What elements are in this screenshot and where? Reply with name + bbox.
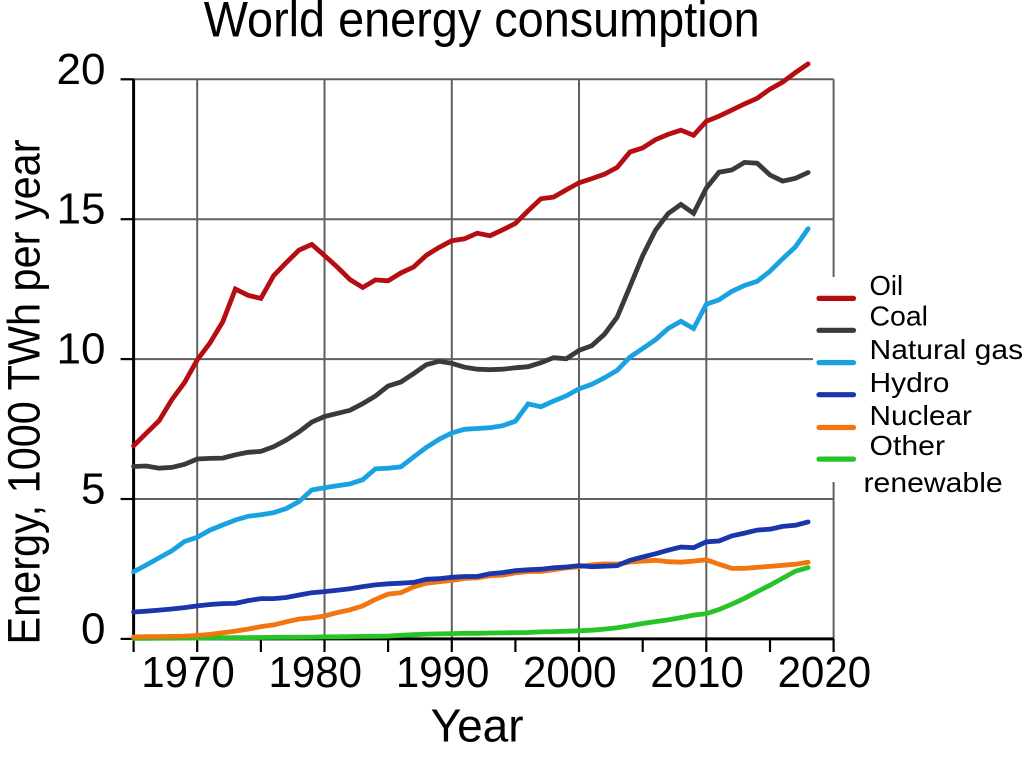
svg-text:Other: Other (870, 430, 946, 461)
svg-text:2020: 2020 (778, 649, 872, 697)
svg-text:15: 15 (57, 185, 106, 234)
svg-text:10: 10 (57, 325, 106, 374)
svg-text:2010: 2010 (650, 649, 744, 697)
svg-text:Nuclear: Nuclear (870, 400, 972, 431)
svg-text:1990: 1990 (396, 649, 490, 697)
svg-text:Hydro: Hydro (870, 367, 950, 398)
svg-text:1980: 1980 (269, 649, 363, 697)
svg-text:1970: 1970 (141, 649, 235, 697)
svg-text:20: 20 (57, 45, 106, 94)
svg-text:Energy, 1000 TWh per year: Energy, 1000 TWh per year (0, 139, 50, 644)
svg-text:0: 0 (81, 604, 105, 653)
svg-text:5: 5 (81, 465, 105, 514)
svg-text:2000: 2000 (523, 649, 617, 697)
svg-text:Natural gas: Natural gas (870, 334, 1024, 365)
svg-text:Year: Year (431, 700, 524, 752)
svg-text:Oil: Oil (870, 270, 904, 301)
svg-text:World energy consumption: World energy consumption (204, 0, 760, 47)
svg-text:renewable: renewable (864, 467, 1003, 498)
svg-text:Coal: Coal (870, 301, 929, 332)
